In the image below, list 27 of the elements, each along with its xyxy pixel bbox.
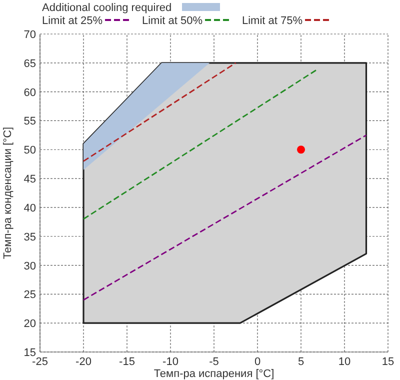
x-tick-label: 5 (298, 356, 304, 368)
x-tick-label: -15 (119, 356, 135, 368)
y-tick-label: 35 (24, 231, 36, 244)
x-tick-label: -10 (162, 356, 178, 368)
y-tick-label: 15 (24, 347, 36, 359)
legend-label: Additional cooling required (42, 2, 172, 14)
y-tick-label: 50 (24, 144, 36, 157)
y-tick-label: 60 (24, 86, 36, 99)
x-tick-label: 0 (254, 356, 261, 368)
y-tick-label: 30 (24, 260, 36, 272)
legend-label: Limit at 75% (242, 15, 303, 27)
x-tick-label: -20 (76, 356, 92, 368)
x-tick-label: 10 (338, 356, 351, 368)
x-axis-title: Темп-ра испарения [°C] (154, 368, 274, 380)
legend-label: Limit at 50% (142, 15, 203, 27)
y-tick-label: 70 (24, 29, 36, 41)
x-tick-label: 15 (382, 356, 394, 368)
x-tick-label: -5 (209, 356, 219, 368)
y-tick-label: 45 (24, 174, 36, 186)
y-tick-label: 40 (24, 202, 36, 214)
y-tick-label: 25 (24, 289, 36, 302)
x-tick-label: -25 (32, 356, 48, 368)
y-tick-label: 20 (24, 318, 36, 330)
y-axis-title: Темп-ра конденсации [°C] (2, 126, 14, 260)
y-tick-label: 65 (24, 58, 36, 70)
legend-label: Limit at 25% (42, 15, 103, 27)
y-tick-label: 55 (24, 116, 36, 128)
